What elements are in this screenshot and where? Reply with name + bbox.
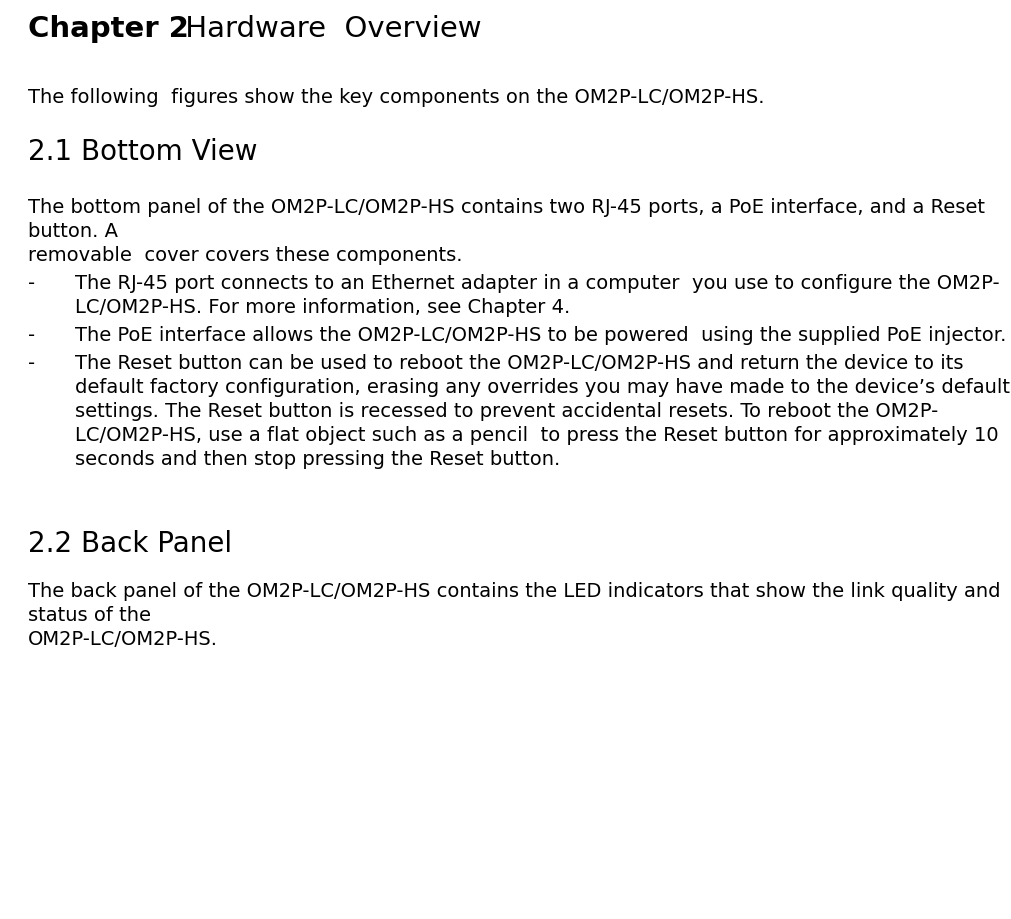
Text: seconds and then stop pressing the Reset button.: seconds and then stop pressing the Reset…	[75, 450, 560, 469]
Text: default factory configuration, erasing any overrides you may have made to the de: default factory configuration, erasing a…	[75, 378, 1010, 397]
Text: -: -	[28, 354, 35, 373]
Text: The bottom panel of the OM2P-LC/OM2P-HS contains two RJ-45 ports, a PoE interfac: The bottom panel of the OM2P-LC/OM2P-HS …	[28, 198, 985, 217]
Text: 2.2 Back Panel: 2.2 Back Panel	[28, 530, 233, 558]
Text: settings. The Reset button is recessed to prevent accidental resets. To reboot t: settings. The Reset button is recessed t…	[75, 402, 938, 421]
Text: The Reset button can be used to reboot the OM2P-LC/OM2P-HS and return the device: The Reset button can be used to reboot t…	[75, 354, 963, 373]
Text: The RJ-45 port connects to an Ethernet adapter in a computer  you use to configu: The RJ-45 port connects to an Ethernet a…	[75, 274, 1000, 293]
Text: status of the: status of the	[28, 606, 151, 625]
Text: -: -	[28, 274, 35, 293]
Text: Chapter 2: Chapter 2	[28, 15, 189, 43]
Text: The PoE interface allows the OM2P-LC/OM2P-HS to be powered  using the supplied P: The PoE interface allows the OM2P-LC/OM2…	[75, 326, 1006, 345]
Text: The following  figures show the key components on the OM2P-LC/OM2P-HS.: The following figures show the key compo…	[28, 88, 764, 107]
Text: -: -	[28, 326, 35, 345]
Text: 2.1 Bottom View: 2.1 Bottom View	[28, 138, 258, 166]
Text: LC/OM2P-HS, use a flat object such as a pencil  to press the Reset button for ap: LC/OM2P-HS, use a flat object such as a …	[75, 426, 999, 445]
Text: removable  cover covers these components.: removable cover covers these components.	[28, 246, 462, 265]
Text: The back panel of the OM2P-LC/OM2P-HS contains the LED indicators that show the : The back panel of the OM2P-LC/OM2P-HS co…	[28, 582, 1001, 601]
Text: button. A: button. A	[28, 222, 118, 241]
Text: Hardware  Overview: Hardware Overview	[176, 15, 481, 43]
Text: OM2P-LC/OM2P-HS.: OM2P-LC/OM2P-HS.	[28, 630, 218, 649]
Text: LC/OM2P-HS. For more information, see Chapter 4.: LC/OM2P-HS. For more information, see Ch…	[75, 298, 570, 317]
